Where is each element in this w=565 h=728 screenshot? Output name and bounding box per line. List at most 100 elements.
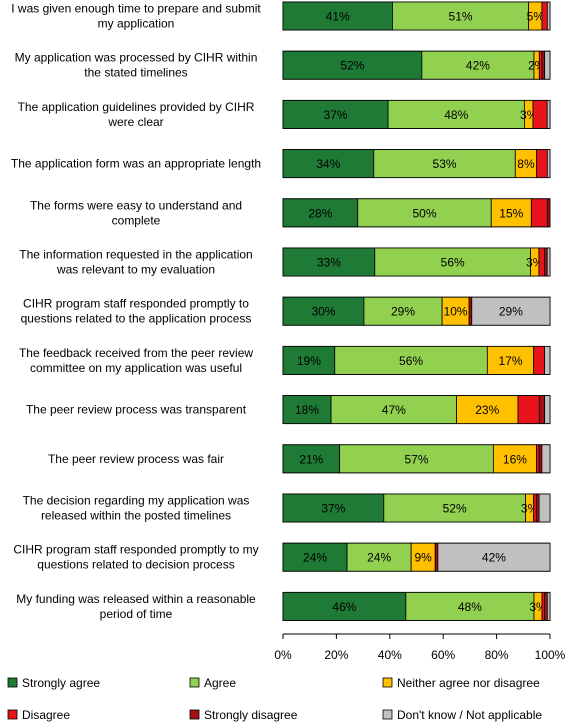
bar-segment bbox=[517, 395, 540, 425]
bar-segment bbox=[544, 395, 551, 425]
bar-segment bbox=[392, 1, 530, 31]
bar-segment bbox=[405, 592, 535, 621]
bar-segment bbox=[490, 198, 532, 228]
bar-segment bbox=[492, 444, 537, 474]
data-label: 50% bbox=[412, 206, 436, 220]
legend-entry: Neither agree nor disagree bbox=[397, 676, 540, 690]
category-label: committee on my application was useful bbox=[30, 361, 242, 375]
category-label: CIHR program staff responded promptly to bbox=[23, 297, 249, 311]
bar-segment bbox=[282, 1, 393, 31]
bar-segment bbox=[546, 1, 551, 31]
data-label: 8% bbox=[517, 157, 535, 171]
category-label: The feedback received from the peer revi… bbox=[19, 346, 253, 360]
bar-segment bbox=[544, 50, 551, 80]
bar-segment bbox=[533, 345, 545, 375]
category-label: My application was processed by CIHR wit… bbox=[15, 51, 258, 65]
data-label: 29% bbox=[499, 305, 523, 319]
data-label: 23% bbox=[475, 403, 499, 417]
bar-segment bbox=[538, 247, 545, 277]
bar-segment bbox=[538, 395, 546, 425]
legend-swatch bbox=[382, 677, 393, 688]
data-label: 57% bbox=[404, 452, 428, 466]
bar-segment bbox=[532, 100, 548, 129]
x-tick-label: 60% bbox=[431, 648, 455, 662]
data-label: 34% bbox=[316, 157, 340, 171]
bar-segment bbox=[544, 345, 551, 375]
data-label: 28% bbox=[308, 206, 332, 220]
bar-segment bbox=[282, 198, 359, 228]
category-label: CIHR program staff responded promptly to… bbox=[13, 543, 258, 557]
bar-segment bbox=[536, 149, 548, 179]
legend-swatch bbox=[189, 677, 200, 688]
data-label: 9% bbox=[415, 551, 433, 565]
bar-segment bbox=[387, 100, 525, 129]
data-label: 48% bbox=[458, 600, 482, 614]
data-label: 52% bbox=[340, 59, 364, 73]
data-label: 5% bbox=[527, 10, 545, 24]
legend-entry: Disagree bbox=[22, 708, 70, 722]
x-tick-label: 40% bbox=[378, 648, 402, 662]
bar-segment bbox=[546, 247, 551, 277]
category-label: The peer review process was fair bbox=[48, 452, 224, 466]
bar-segment bbox=[536, 444, 540, 474]
bar-segment bbox=[541, 592, 546, 621]
data-label: 17% bbox=[498, 354, 522, 368]
data-label: 24% bbox=[367, 551, 391, 565]
category-label: released within the posted timelines bbox=[41, 509, 231, 523]
legend-swatch bbox=[189, 709, 200, 720]
category-label: The information requested in the applica… bbox=[19, 248, 252, 262]
bar-segment bbox=[282, 395, 332, 425]
category-label: my application bbox=[98, 17, 175, 31]
bar-segment bbox=[282, 149, 375, 179]
data-label: 41% bbox=[326, 10, 350, 24]
bar-segment bbox=[486, 345, 535, 375]
bar-segment bbox=[434, 542, 439, 572]
bar-segment bbox=[282, 296, 365, 326]
bar-segment bbox=[538, 50, 543, 80]
bar-segment bbox=[471, 296, 551, 326]
bar-segment bbox=[546, 149, 551, 179]
data-label: 52% bbox=[443, 502, 467, 516]
category-label: were clear bbox=[107, 115, 163, 129]
data-label: 15% bbox=[499, 206, 523, 220]
bar-segment bbox=[282, 444, 341, 474]
category-label: questions related to decision process bbox=[37, 558, 234, 572]
x-tick-label: 0% bbox=[274, 648, 292, 662]
bar-segment bbox=[282, 247, 376, 277]
legend-entry: Agree bbox=[204, 676, 236, 690]
data-label: 48% bbox=[444, 108, 468, 122]
category-label: The forms were easy to understand and bbox=[30, 198, 242, 212]
x-tick-label: 20% bbox=[324, 648, 348, 662]
category-label: was relevant to my evaluation bbox=[56, 263, 215, 277]
bar-segment bbox=[346, 542, 412, 572]
data-label: 33% bbox=[317, 256, 341, 270]
data-label: 37% bbox=[321, 502, 345, 516]
data-label: 16% bbox=[503, 452, 527, 466]
data-label: 30% bbox=[311, 305, 335, 319]
bar-segment bbox=[282, 345, 336, 375]
legend-entry: Strongly agree bbox=[22, 676, 100, 690]
bar-segment bbox=[546, 198, 551, 228]
bar-segment bbox=[533, 493, 537, 523]
legend-swatch bbox=[7, 709, 18, 720]
category-labels-group: I was given enough time to prepare and s… bbox=[11, 2, 261, 621]
data-label: 10% bbox=[444, 305, 468, 319]
legend-entry: Don't know / Not applicable bbox=[397, 708, 542, 722]
bar-segment bbox=[334, 345, 488, 375]
x-tick-label: 80% bbox=[485, 648, 509, 662]
data-label: 56% bbox=[441, 256, 465, 270]
category-label: the stated timelines bbox=[84, 66, 187, 80]
data-label: 18% bbox=[295, 403, 319, 417]
data-label: 24% bbox=[303, 551, 327, 565]
x-tick-label: 100% bbox=[535, 648, 565, 662]
legend: Strongly agree Agree Neither agree nor dis… bbox=[7, 676, 542, 722]
bar-segment bbox=[357, 198, 492, 228]
category-label: The application guidelines provided by C… bbox=[18, 100, 255, 114]
data-label: 21% bbox=[299, 452, 323, 466]
data-label: 47% bbox=[382, 403, 406, 417]
x-axis: 0% 20% 40% 60% 80% 100% bbox=[274, 633, 565, 662]
bar-segment bbox=[421, 50, 535, 80]
category-label: The peer review process was transparent bbox=[26, 403, 247, 417]
bar-segment bbox=[535, 493, 540, 523]
